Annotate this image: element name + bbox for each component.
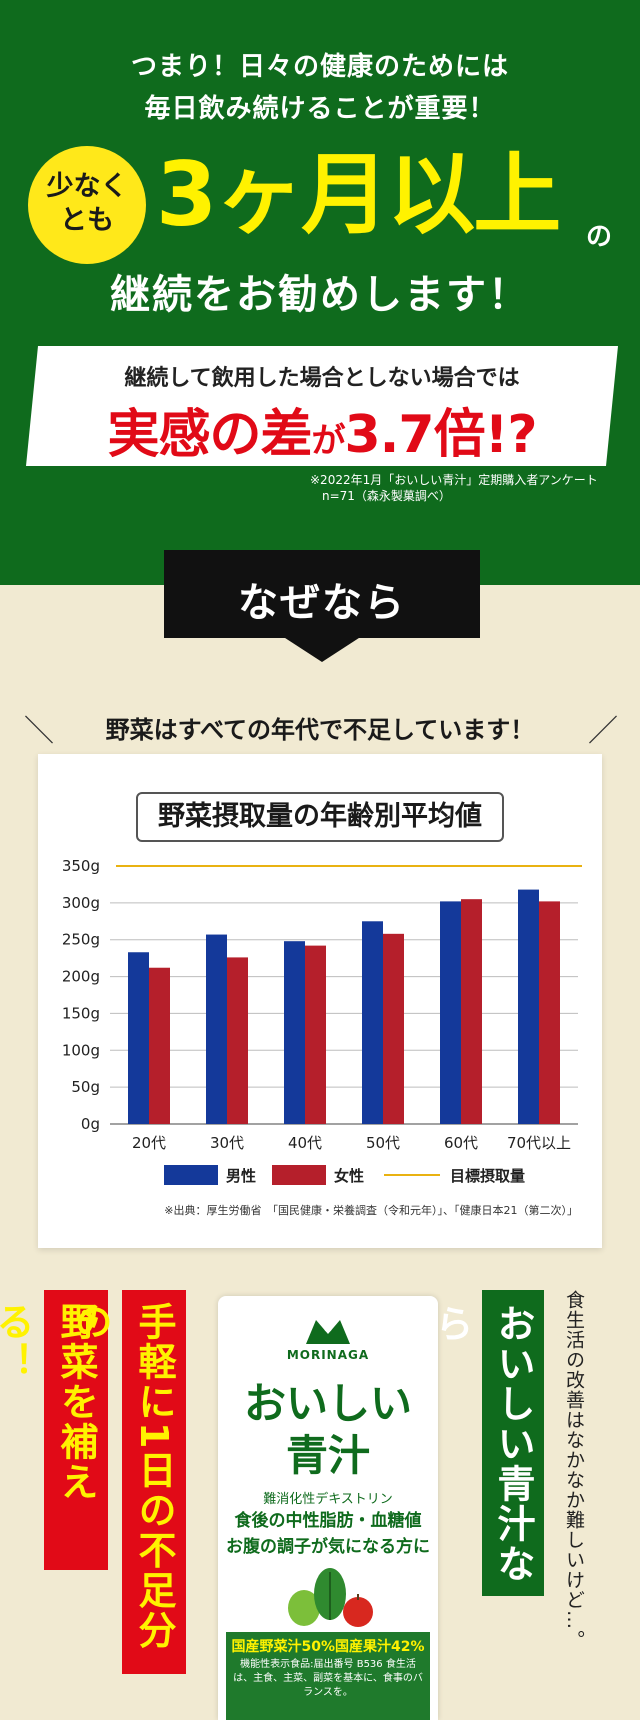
- because-label: なぜなら: [164, 550, 480, 662]
- morinaga-logo-icon: [306, 1320, 350, 1344]
- banner-main-b: 3.7倍!?: [344, 405, 537, 465]
- recommend-headline: 継続をお勧めします！: [110, 272, 530, 318]
- lead-line-2: 毎日飲み続けることが重要！: [144, 94, 496, 124]
- red-banner-vegetables: 野菜を補える！: [0, 1290, 108, 1570]
- chart-legend: 男性 女性 目標摂取量: [38, 1162, 602, 1188]
- legend-target: 目標摂取量: [384, 1162, 525, 1188]
- pack-brand: MORINAGA: [286, 1348, 370, 1362]
- lead-line-1: つまり！日々の健康のためには: [130, 52, 509, 82]
- hero-section: つまり！日々の健康のためには 毎日飲み続けることが重要！ 少なく とも 3ヶ月以…: [0, 0, 640, 585]
- difference-banner: 継続して飲用した場合としない場合では 実感の差が3.7倍!?: [26, 346, 618, 466]
- red-banner-daily-shortage: 手軽に1日の不足分の: [68, 1290, 186, 1674]
- bar-male: [440, 901, 461, 1124]
- y-tick-label: 300g: [62, 894, 100, 912]
- bar-female: [383, 933, 404, 1124]
- bar-male: [362, 921, 383, 1124]
- x-tick-label: 30代: [210, 1134, 244, 1152]
- bar-male: [128, 952, 149, 1124]
- vegetables-illustration-icon: [288, 1568, 373, 1627]
- bar-female: [227, 957, 248, 1124]
- pack-name-line-1: おいしい: [243, 1379, 412, 1428]
- pack-ingredient: 難消化性デキストリン: [263, 1492, 393, 1507]
- down-arrow-icon: [282, 636, 362, 662]
- bar-female: [461, 899, 482, 1124]
- banner-main-a: 実感の差: [107, 405, 312, 465]
- chart-source: ※出典：厚生労働省 「国民健康・栄養調査（令和元年）」、「健康日本21（第二次）…: [164, 1204, 578, 1217]
- x-tick-label: 70代以上: [507, 1134, 571, 1152]
- pack-functional-note: 機能性表示食品:届出番号 B536 食生活は、主食、主菜、副菜を基本に、食事のバ…: [233, 1659, 423, 1698]
- x-tick-label: 60代: [444, 1134, 478, 1152]
- survey-note-line-2: n=71（森永製菓調べ）: [322, 489, 451, 503]
- x-tick-label: 40代: [288, 1134, 322, 1152]
- pack-juice-ratio: 国産野菜汁50%国産果汁42%: [231, 1639, 425, 1655]
- pack-info-band: 国産野菜汁50%国産果汁42% 機能性表示食品:届出番号 B536 食生活は、主…: [226, 1632, 430, 1720]
- badge-line-2: とも: [60, 205, 114, 236]
- y-tick-label: 0g: [81, 1115, 100, 1133]
- legend-female: 女性: [272, 1162, 364, 1188]
- survey-note-line-1: ※2022年1月「おいしい青汁」定期購入者アンケート: [310, 473, 598, 487]
- banner-main-ga: が: [311, 421, 345, 461]
- survey-note: ※2022年1月「おいしい青汁」定期購入者アンケート n=71（森永製菓調べ）: [310, 472, 630, 504]
- pack-benefit-2: お腹の調子が気になる方に: [226, 1537, 430, 1557]
- banner-subtitle: 継続して飲用した場合としない場合では: [124, 366, 520, 391]
- y-tick-label: 250g: [62, 931, 100, 949]
- legend-target-line: [384, 1174, 440, 1176]
- vegetable-intake-chart: 0g 50g 100g 150g 200g 250g 300g 350g 20代 30代 40代 50…: [62, 857, 582, 1152]
- product-pack: MORINAGA おいしい 青汁 難消化性デキストリン 食後の中性脂肪・血糖値 …: [218, 1296, 438, 1720]
- bar-female: [149, 967, 170, 1124]
- legend-male-swatch: [164, 1165, 218, 1185]
- y-tick-label: 350g: [62, 857, 100, 875]
- slash-right-icon: ／: [588, 714, 618, 749]
- green-banner-aojiru: おいしい青汁なら: [429, 1290, 544, 1596]
- three-months-headline: 3ヶ月以上: [156, 143, 561, 246]
- y-tick-label: 150g: [62, 1004, 100, 1022]
- pack-name-line-2: 青汁: [285, 1431, 370, 1480]
- legend-target-label: 目標摂取量: [450, 1166, 526, 1185]
- bar-male: [518, 889, 539, 1124]
- chart-title: 野菜摂取量の年齢別平均値: [136, 792, 504, 842]
- slash-left-icon: ＼: [24, 714, 54, 749]
- pack-benefit-1: 食後の中性脂肪・血糖値: [234, 1511, 422, 1531]
- legend-female-label: 女性: [334, 1166, 365, 1185]
- bar-male: [206, 934, 227, 1124]
- y-tick-label: 50g: [71, 1078, 100, 1096]
- vegetable-shortage-heading: 野菜はすべての年代で不足しています！: [105, 716, 535, 744]
- chart-card: 0g 50g 100g 150g 200g 250g 300g 350g 20代 30代 40代 50…: [38, 754, 602, 1248]
- side-note: 食生活の改善はなかなか難しいけど…。: [563, 1290, 585, 1650]
- x-tick-label: 20代: [132, 1134, 166, 1152]
- at-least-badge: 少なく とも: [28, 146, 146, 264]
- banner-main-text: 実感の差が3.7倍!?: [26, 392, 618, 467]
- x-tick-label: 50代: [366, 1134, 400, 1152]
- because-text: なぜなら: [238, 580, 406, 626]
- bar-female: [305, 945, 326, 1124]
- badge-line-1: 少なく: [46, 171, 128, 202]
- particle-no: の: [586, 222, 613, 252]
- legend-female-swatch: [272, 1165, 326, 1185]
- bar-male: [284, 941, 305, 1124]
- y-tick-label: 100g: [62, 1041, 100, 1059]
- bar-female: [539, 901, 560, 1124]
- because-box: [164, 550, 480, 638]
- legend-male: 男性: [164, 1162, 256, 1188]
- legend-male-label: 男性: [226, 1166, 257, 1185]
- y-tick-label: 200g: [62, 968, 100, 986]
